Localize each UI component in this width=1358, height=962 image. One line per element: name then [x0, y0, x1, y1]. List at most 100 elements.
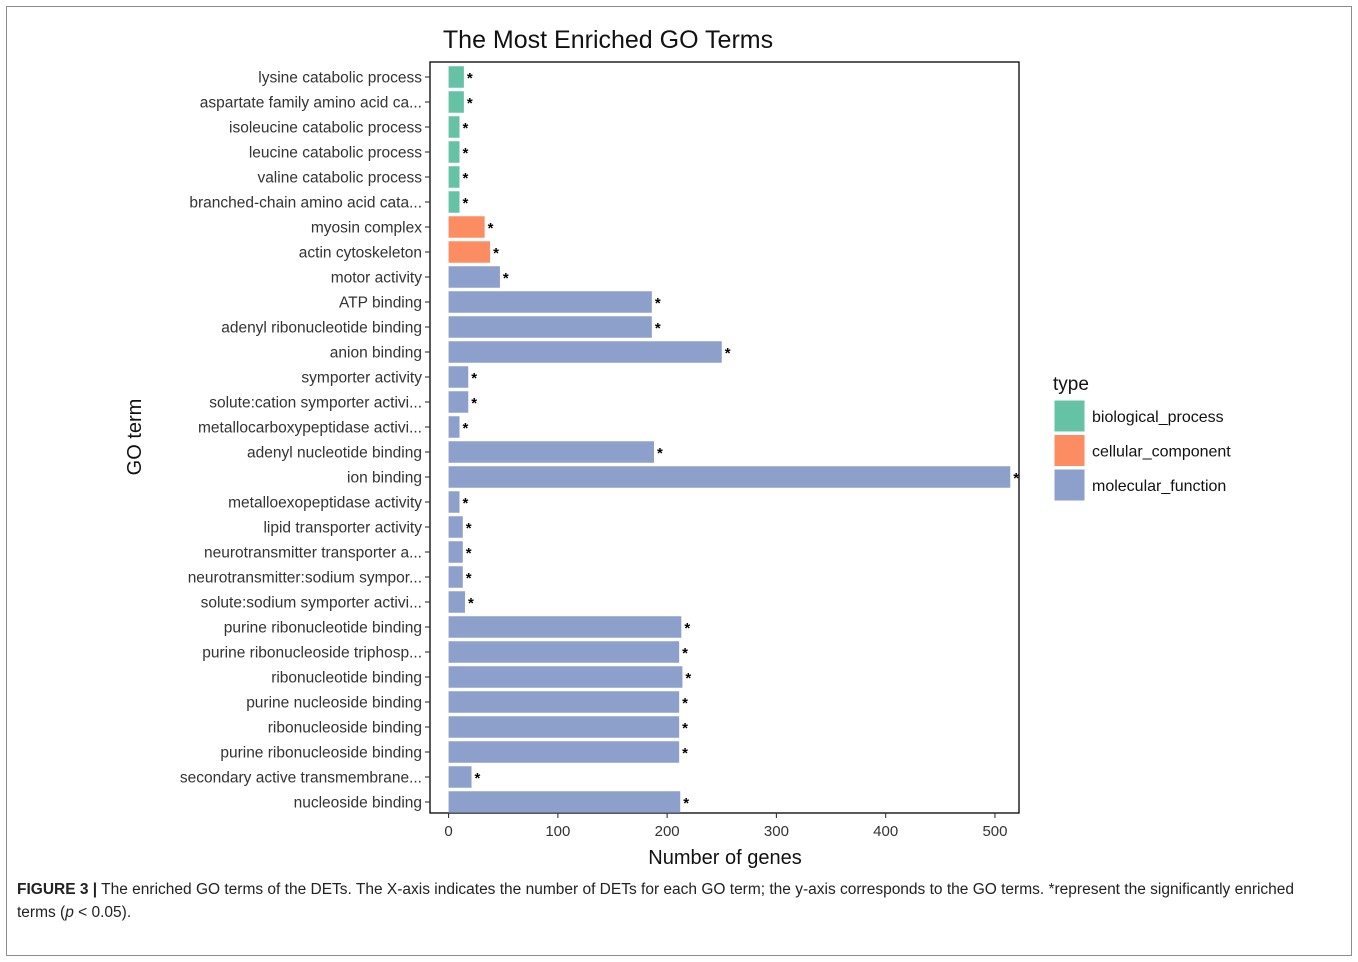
- bar: [448, 691, 680, 713]
- caption-label: FIGURE 3 |: [17, 881, 98, 898]
- significance-mark: *: [682, 745, 688, 762]
- significance-mark: *: [682, 695, 688, 712]
- significance-mark: *: [655, 320, 661, 337]
- bar: [448, 391, 469, 413]
- legend-items: biological_process cellular_componentmole…: [1053, 399, 1231, 502]
- x-tick-label: 400: [873, 823, 898, 840]
- bar: [448, 716, 680, 738]
- bar: [448, 241, 491, 263]
- y-tick-label: lipid transporter activity: [263, 520, 422, 537]
- y-tick-label: leucine catabolic process: [249, 145, 422, 162]
- bar: [448, 141, 460, 163]
- y-tick-label: purine ribonucleoside binding: [220, 745, 422, 762]
- legend-swatch: [1053, 399, 1086, 433]
- y-tick-label: purine ribonucleoside triphosp...: [202, 645, 422, 662]
- bar: [448, 441, 655, 463]
- bar: [448, 91, 464, 113]
- significance-mark: *: [466, 545, 472, 562]
- legend-swatch: [1053, 434, 1086, 467]
- bar: [448, 666, 683, 688]
- y-tick-label: ribonucleoside binding: [268, 720, 422, 737]
- legend-title: type: [1053, 374, 1089, 395]
- y-axis-title: GO term: [124, 399, 146, 476]
- legend-label: molecular_function: [1092, 478, 1226, 495]
- plot-panel: [429, 61, 1020, 814]
- significance-mark: *: [488, 220, 494, 237]
- y-tick-label: symporter activity: [301, 370, 422, 387]
- bar: [448, 116, 460, 138]
- caption-text-end: < 0.05).: [73, 904, 132, 921]
- chart-title: The Most Enriched GO Terms: [443, 26, 773, 54]
- significance-mark: *: [471, 395, 477, 412]
- significance-mark: *: [463, 495, 469, 512]
- bar: [448, 66, 464, 88]
- y-tick-label: aspartate family amino acid ca...: [200, 95, 422, 112]
- legend-label: cellular_component: [1092, 444, 1231, 461]
- x-tick-label: 200: [655, 823, 680, 840]
- y-tick-label: adenyl nucleotide binding: [247, 445, 422, 462]
- significance-mark: *: [463, 145, 469, 162]
- significance-mark: *: [682, 645, 688, 662]
- significance-mark: *: [468, 595, 474, 612]
- bar: [448, 191, 460, 213]
- y-axis: lysine catabolic process aspartate family…: [180, 70, 430, 812]
- y-tick-label: solute:sodium symporter activi...: [201, 595, 422, 612]
- caption-p-symbol: p: [65, 904, 74, 921]
- y-tick-label: isoleucine catabolic process: [229, 120, 422, 137]
- significance-mark: *: [463, 120, 469, 137]
- y-tick-label: metalloexopeptidase activity: [228, 495, 422, 512]
- significance-mark: *: [657, 445, 663, 462]
- x-tick-label: 500: [982, 823, 1007, 840]
- x-axis-title: Number of genes: [648, 847, 801, 869]
- bar: [448, 616, 682, 638]
- bar: [448, 266, 500, 288]
- y-tick-label: branched-chain amino acid cata...: [189, 195, 422, 212]
- y-tick-label: anion binding: [330, 345, 422, 362]
- significance-mark: *: [682, 720, 688, 737]
- bar: [448, 416, 460, 438]
- legend: type biological_process cellular_componen…: [1053, 374, 1231, 502]
- y-tick-label: myosin complex: [311, 220, 422, 237]
- y-tick-label: neurotransmitter transporter a...: [204, 545, 422, 562]
- y-tick-label: purine nucleoside binding: [246, 695, 422, 712]
- bar: [448, 566, 463, 588]
- figure-caption: FIGURE 3 | The enriched GO terms of the …: [17, 878, 1337, 924]
- bar: [448, 291, 652, 313]
- significance-mark: *: [463, 420, 469, 437]
- bar: [448, 366, 469, 388]
- y-tick-label: valine catabolic process: [257, 170, 422, 187]
- significance-mark: *: [725, 345, 731, 362]
- bar: [448, 541, 463, 563]
- y-tick-label: ion binding: [347, 470, 422, 487]
- y-tick-label: lysine catabolic process: [258, 70, 422, 87]
- bar: [448, 491, 460, 513]
- significance-mark: *: [463, 170, 469, 187]
- significance-mark: *: [1013, 470, 1019, 487]
- significance-mark: *: [475, 770, 481, 787]
- significance-mark: *: [493, 245, 499, 262]
- y-tick-label: nucleoside binding: [294, 795, 422, 812]
- significance-mark: *: [466, 570, 472, 587]
- y-tick-label: motor activity: [331, 270, 423, 287]
- significance-mark: *: [466, 520, 472, 537]
- x-axis: 0 100 200 300 400 500: [444, 813, 1007, 840]
- significance-mark: *: [471, 370, 477, 387]
- y-tick-label: purine ribonucleotide binding: [224, 620, 422, 637]
- significance-mark: *: [503, 270, 509, 287]
- x-tick-label: 100: [545, 823, 570, 840]
- y-tick-label: actin cytoskeleton: [299, 245, 422, 262]
- bar: [448, 516, 463, 538]
- y-tick-label: solute:cation symporter activi...: [209, 395, 422, 412]
- bars-layer: * * * * * * * * * * * * * * * * * * * * * * * * * * * * * *: [448, 66, 1019, 813]
- legend-label: biological_process: [1092, 409, 1224, 426]
- x-tick-label: 0: [444, 823, 452, 840]
- significance-mark: *: [467, 70, 473, 87]
- significance-mark: *: [683, 795, 689, 812]
- bar: [448, 316, 652, 338]
- y-tick-label: ATP binding: [339, 295, 422, 312]
- x-tick-label: 300: [764, 823, 789, 840]
- bar: [448, 641, 680, 663]
- significance-mark: *: [684, 620, 690, 637]
- bar: [448, 166, 460, 188]
